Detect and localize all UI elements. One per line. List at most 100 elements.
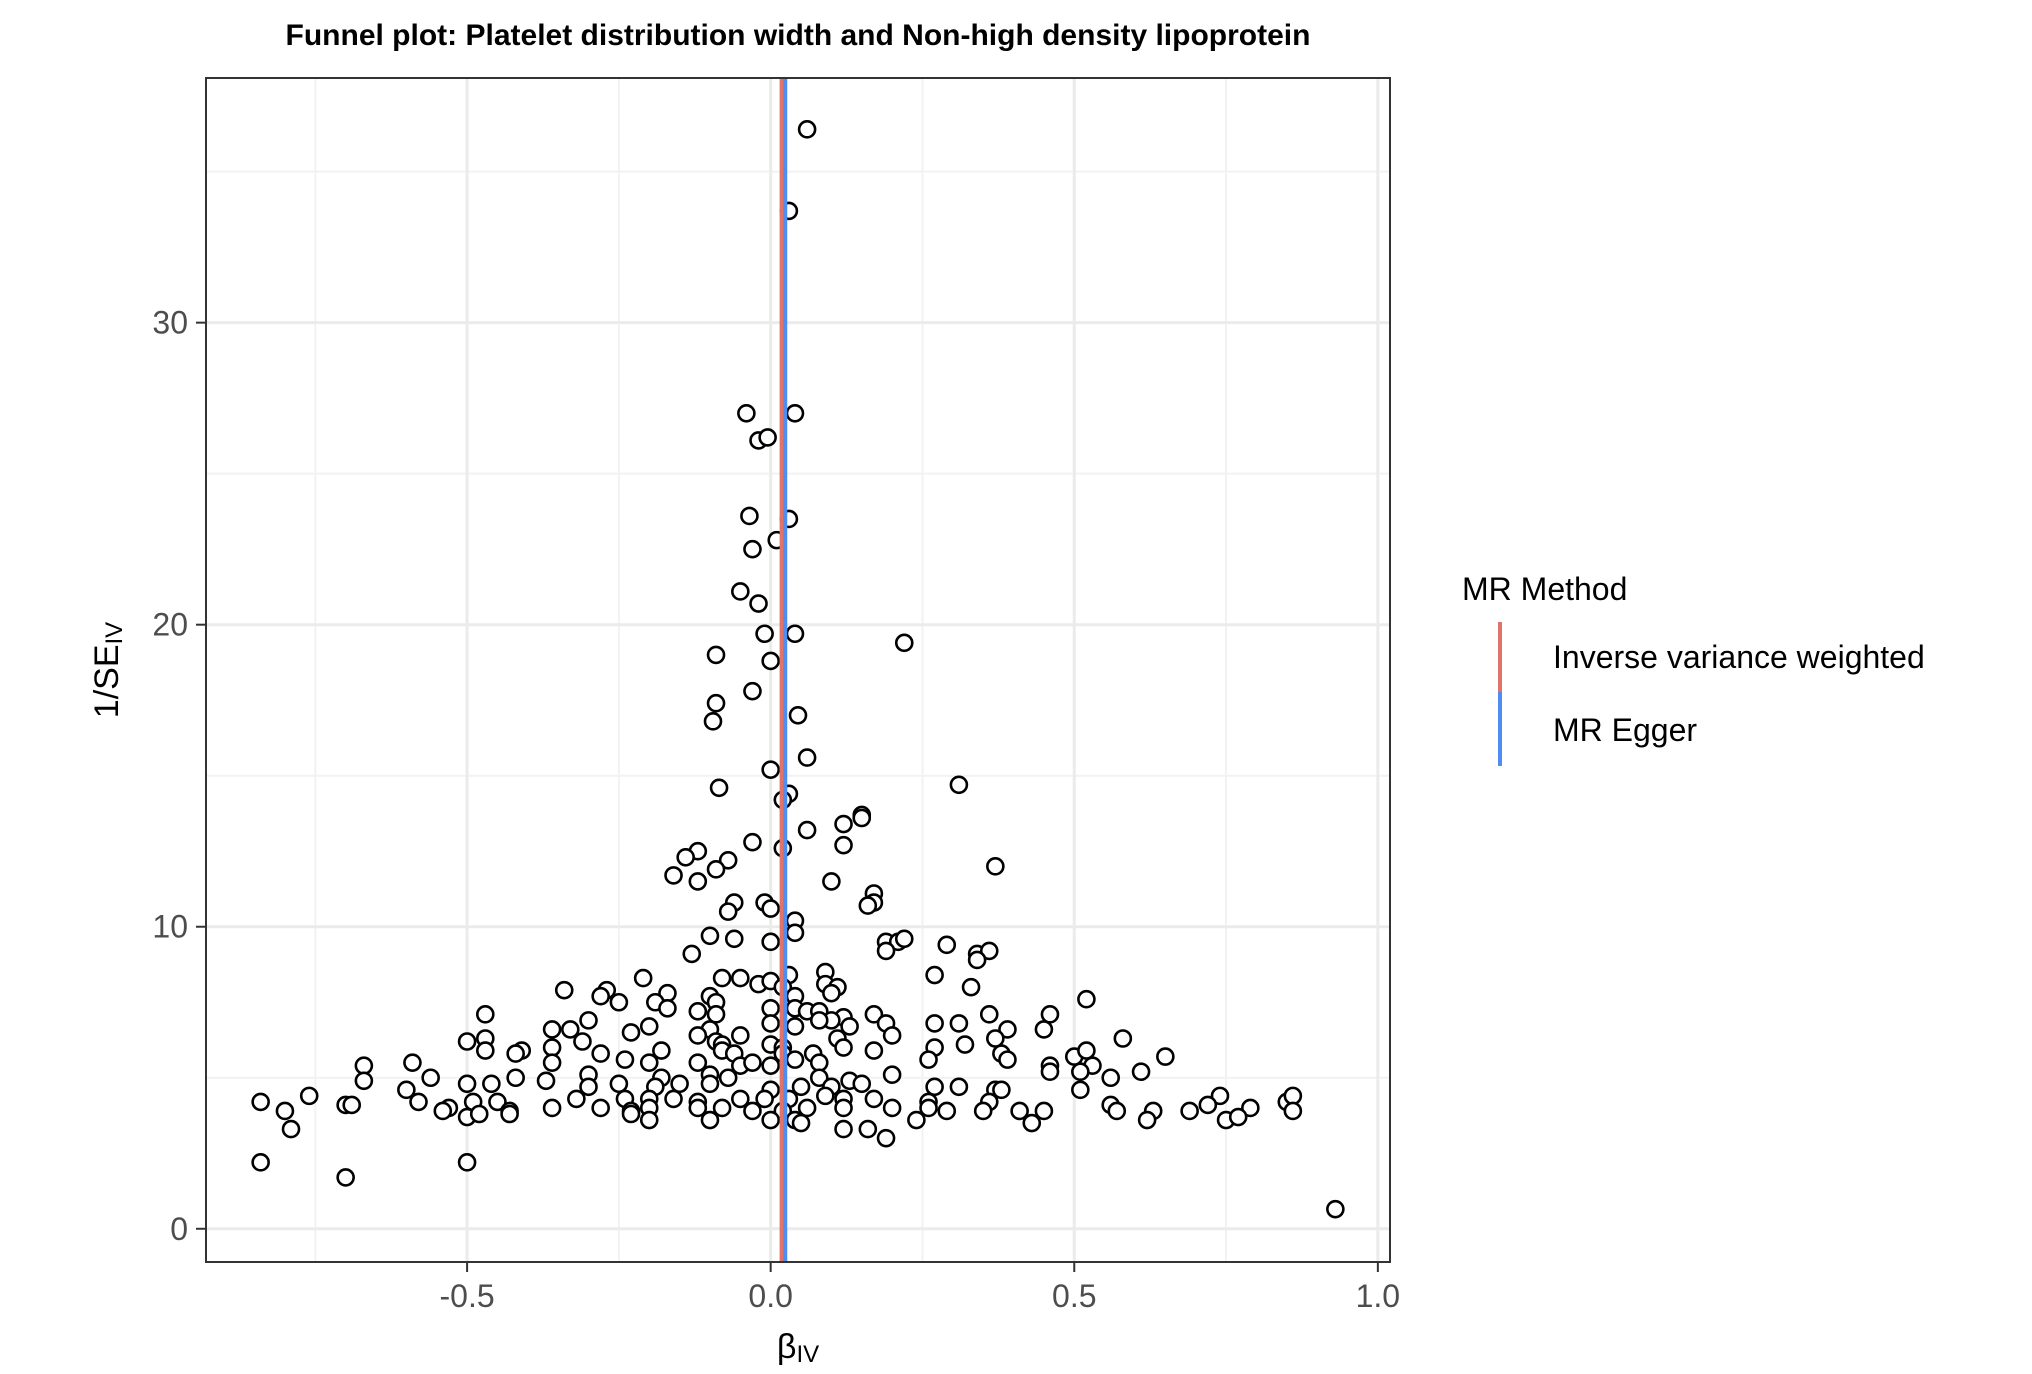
- data-point: [743, 1053, 762, 1072]
- y-tick-label: 10: [152, 909, 188, 945]
- data-point: [591, 1098, 610, 1118]
- data-point: [639, 1017, 659, 1036]
- data-point: [1137, 1110, 1157, 1130]
- data-point: [342, 1095, 362, 1115]
- data-point: [718, 850, 738, 870]
- data-point: [703, 712, 723, 731]
- x-axis-title-main: β: [777, 1328, 797, 1366]
- data-point: [688, 1026, 708, 1045]
- data-point: [967, 950, 987, 970]
- y-axis: 0 10 20 30: [152, 305, 206, 1247]
- data-point: [1326, 1199, 1345, 1219]
- data-point: [700, 1074, 720, 1094]
- legend-label-mr-egger: MR Egger: [1553, 712, 1697, 748]
- x-tick-label: 1.0: [1356, 1278, 1400, 1314]
- y-axis-title: 1/SEIV: [88, 622, 128, 718]
- data-point: [882, 1065, 902, 1085]
- data-point: [1071, 1080, 1090, 1100]
- data-point: [542, 1053, 562, 1072]
- x-axis-title-sub: IV: [796, 1341, 819, 1368]
- data-point: [925, 1077, 944, 1097]
- data-point: [791, 1077, 811, 1097]
- data-point: [761, 1014, 780, 1033]
- y-tick-label: 30: [152, 305, 188, 341]
- data-point: [591, 986, 610, 1006]
- data-point: [755, 624, 774, 644]
- data-point: [949, 775, 969, 795]
- data-point: [1198, 1095, 1218, 1115]
- chart-title: Funnel plot: Platelet distribution width…: [286, 19, 1311, 52]
- data-point: [797, 820, 817, 840]
- grid-minor-lines: [206, 78, 1390, 1262]
- data-point: [1040, 1005, 1060, 1024]
- data-point: [809, 1053, 829, 1072]
- data-point: [1131, 1062, 1151, 1082]
- data-point: [961, 977, 981, 997]
- data-point: [882, 1026, 902, 1045]
- data-point: [919, 1050, 938, 1069]
- data-point: [561, 1020, 580, 1039]
- data-point: [1283, 1101, 1303, 1121]
- data-point: [1010, 1101, 1029, 1121]
- data-point: [919, 1098, 938, 1118]
- data-point: [743, 832, 762, 852]
- data-point: [992, 1080, 1011, 1100]
- data-point: [664, 866, 683, 885]
- data-point: [609, 992, 629, 1012]
- data-point: [998, 1050, 1017, 1069]
- data-point: [925, 965, 944, 985]
- data-point: [998, 1020, 1017, 1039]
- data-point: [1228, 1107, 1248, 1127]
- data-point: [1034, 1020, 1054, 1039]
- data-point: [894, 633, 914, 653]
- data-point: [579, 1077, 598, 1097]
- x-tick-label: -0.5: [440, 1278, 495, 1314]
- data-point: [688, 1053, 708, 1072]
- data-point: [834, 1098, 853, 1118]
- data-point: [573, 1032, 592, 1051]
- data-point: [1071, 1062, 1090, 1082]
- data-point: [700, 1110, 720, 1130]
- data-point: [579, 1011, 598, 1030]
- data-point: [1101, 1068, 1120, 1088]
- data-point: [852, 1074, 872, 1094]
- data-point: [615, 1050, 635, 1069]
- data-point: [506, 1044, 525, 1063]
- data-points: [251, 120, 1345, 1219]
- data-point: [718, 902, 738, 921]
- data-point: [788, 706, 808, 725]
- data-point: [864, 1005, 884, 1024]
- data-point: [658, 998, 677, 1018]
- data-point: [1156, 1047, 1175, 1066]
- data-point: [822, 983, 841, 1003]
- data-point: [731, 1026, 750, 1045]
- legend-label-ivw: Inverse variance weighted: [1553, 639, 1925, 675]
- data-point: [281, 1119, 301, 1139]
- data-point: [731, 582, 750, 601]
- data-point: [251, 1092, 270, 1112]
- data-point: [749, 594, 768, 613]
- data-point: [299, 1086, 319, 1106]
- data-point: [457, 1074, 477, 1094]
- data-point: [809, 1011, 829, 1030]
- data-point: [834, 1038, 853, 1057]
- data-point: [791, 1113, 811, 1133]
- data-point: [949, 1014, 969, 1033]
- data-point: [457, 1153, 477, 1172]
- data-point: [469, 1104, 489, 1124]
- data-point: [1113, 1029, 1133, 1048]
- data-point: [822, 872, 841, 891]
- data-point: [397, 1080, 416, 1100]
- y-tick-label: 20: [152, 607, 188, 643]
- data-point: [979, 941, 999, 961]
- data-point: [700, 926, 720, 946]
- data-point: [834, 835, 853, 855]
- data-point: [433, 1101, 453, 1121]
- data-point: [785, 1050, 805, 1069]
- data-point: [542, 1098, 562, 1118]
- data-point: [864, 1089, 884, 1109]
- data-point: [670, 1074, 689, 1094]
- data-point: [542, 1020, 562, 1039]
- y-axis-title-sub: IV: [101, 622, 128, 645]
- data-point: [542, 1038, 562, 1057]
